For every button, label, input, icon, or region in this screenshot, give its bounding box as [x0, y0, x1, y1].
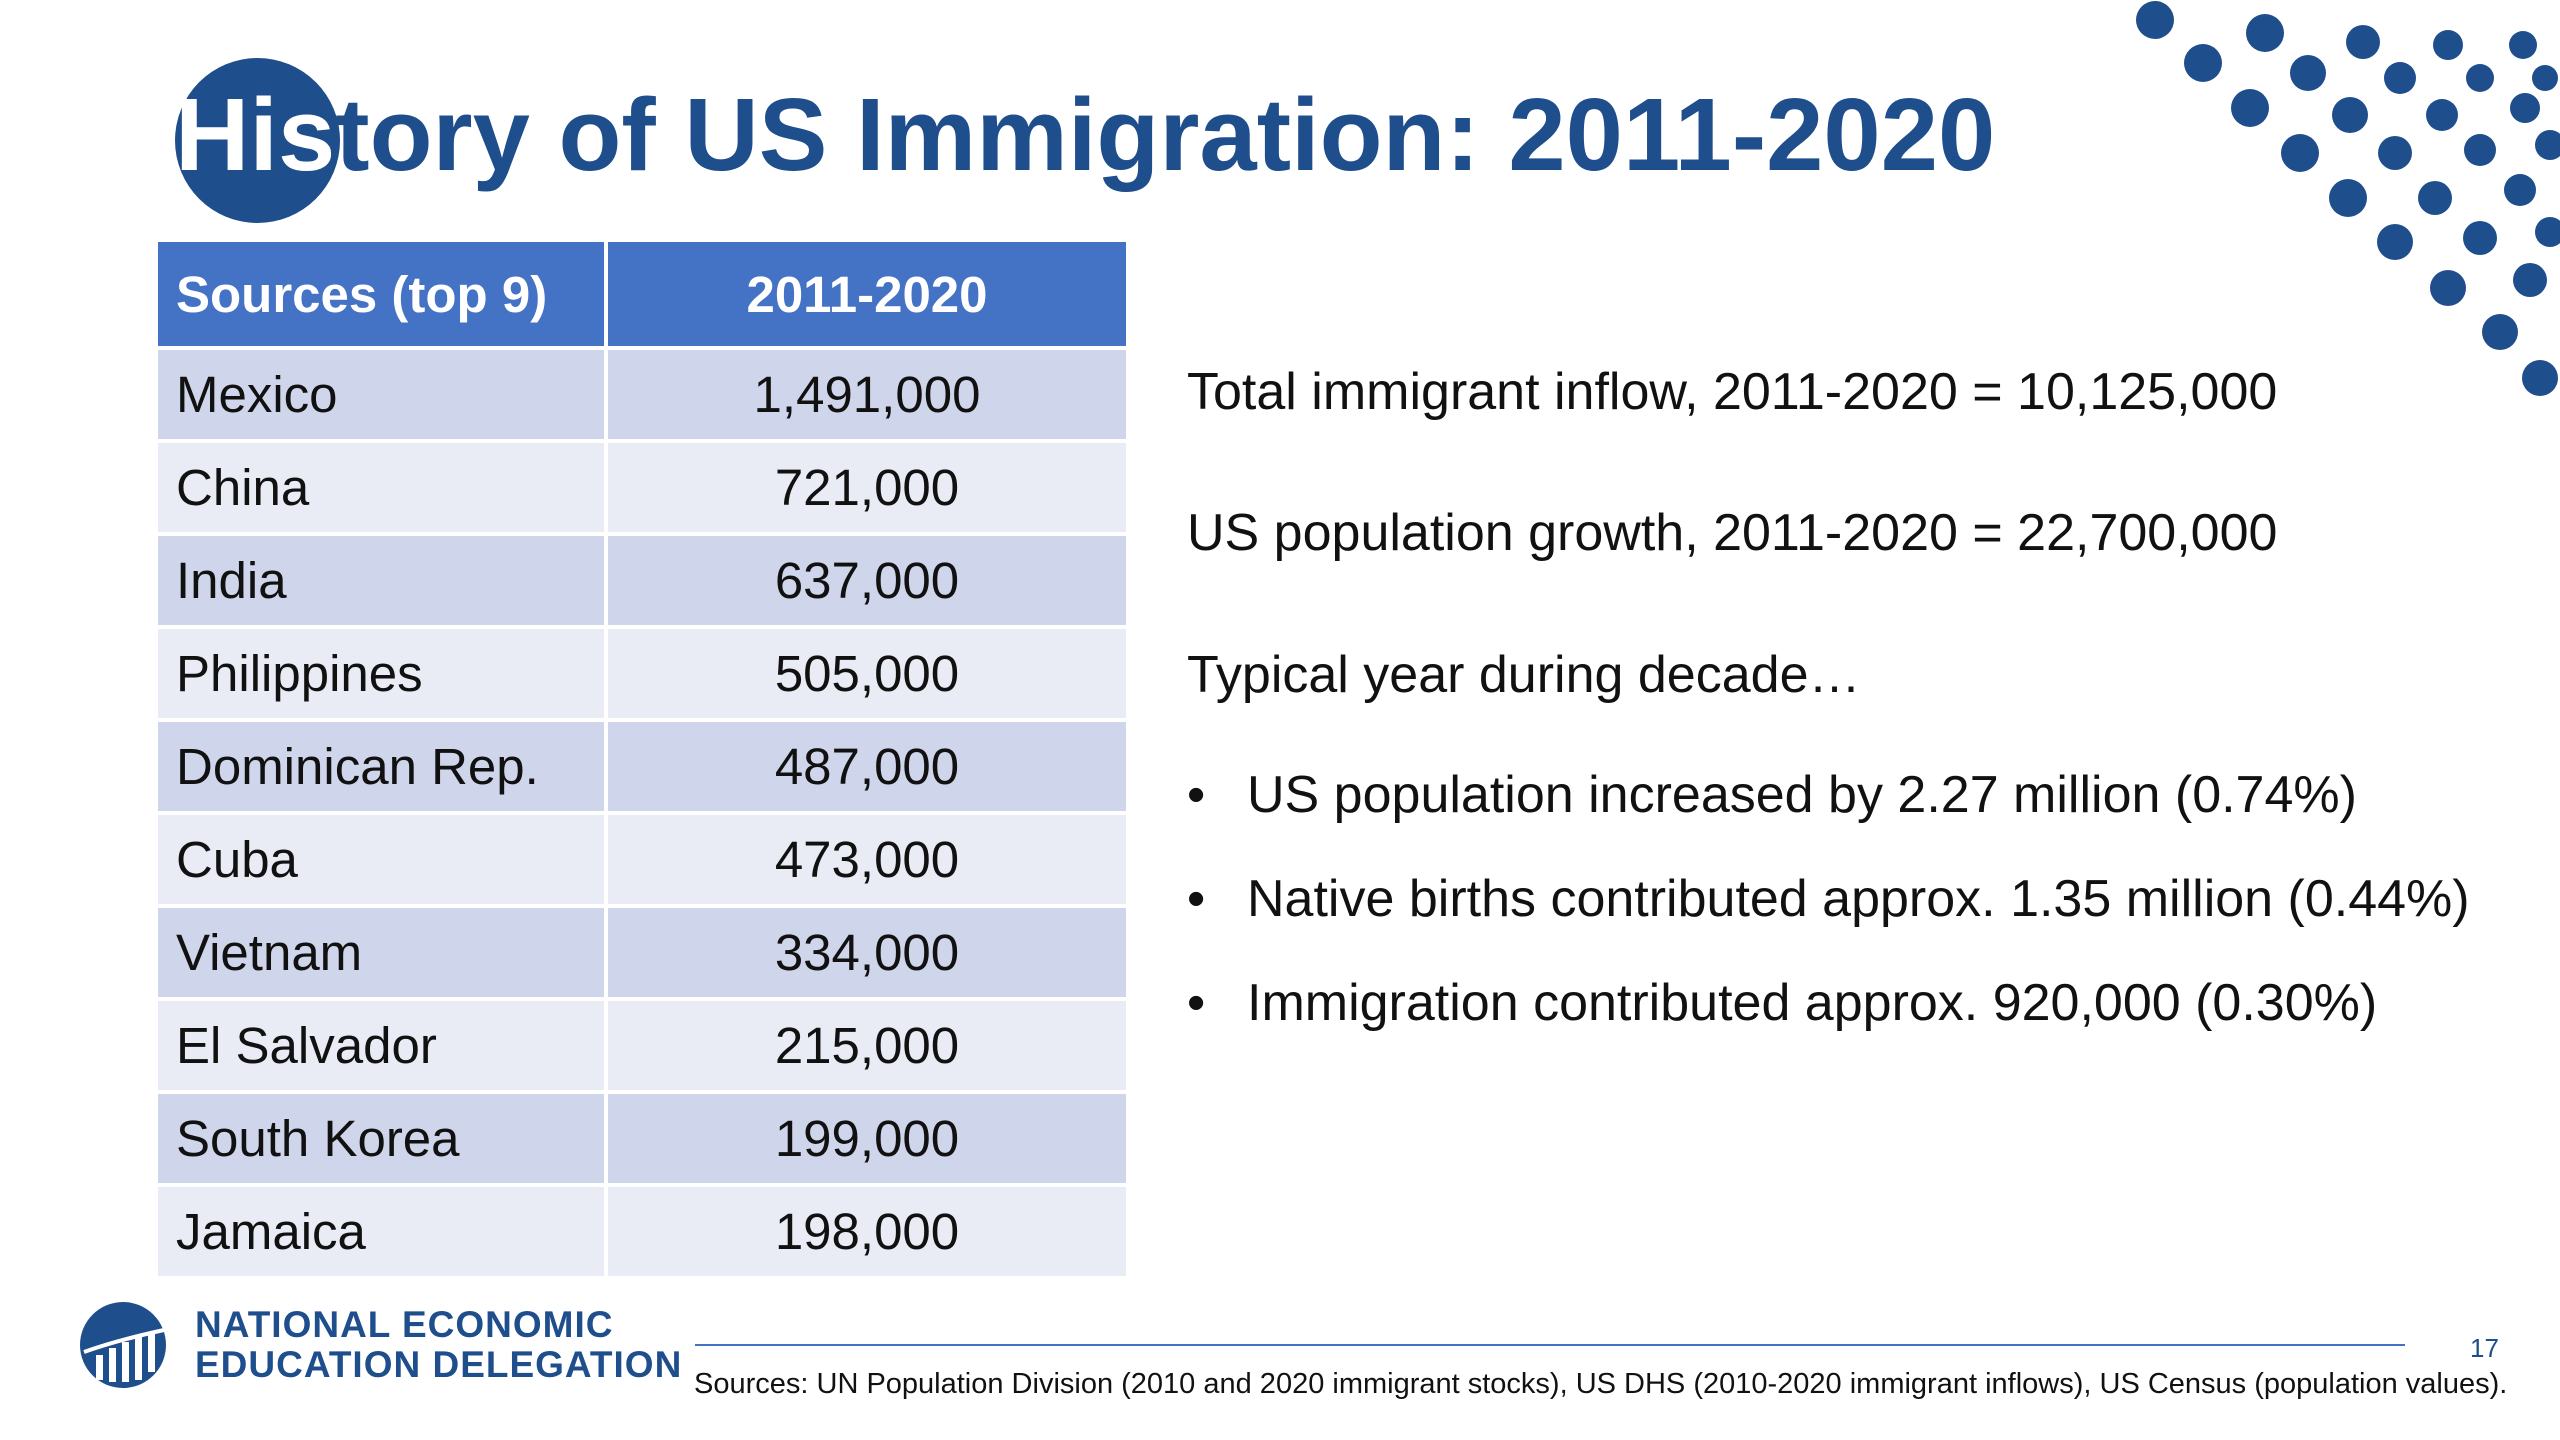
table-row: El Salvador 215,000	[158, 997, 1126, 1090]
table-row: Dominican Rep. 487,000	[158, 718, 1126, 811]
value-cell: 215,000	[604, 997, 1126, 1090]
table-header-row: Sources (top 9) 2011-2020	[158, 242, 1126, 346]
total-inflow-text: Total immigrant inflow, 2011-2020 = 10,1…	[1187, 363, 2278, 421]
bullet-item: • US population increased by 2.27 million…	[1187, 760, 2487, 830]
page-number: 17	[2470, 1333, 2499, 1363]
table-row: Jamaica 198,000	[158, 1183, 1126, 1276]
bullet-text: Immigration contributed approx. 920,000 …	[1247, 974, 2378, 1032]
typical-year-bullets: • US population increased by 2.27 million…	[1187, 760, 2487, 1072]
header-sources: Sources (top 9)	[158, 242, 604, 346]
table-row: Mexico 1,491,000	[158, 346, 1126, 439]
org-name: NATIONAL ECONOMIC EDUCATION DELEGATION	[195, 1305, 682, 1385]
country-cell: Mexico	[158, 346, 604, 439]
table-row: South Korea 199,000	[158, 1090, 1126, 1183]
country-cell: Dominican Rep.	[158, 718, 604, 811]
country-cell: India	[158, 532, 604, 625]
decorative-dots	[2136, 1, 2560, 396]
country-cell: Jamaica	[158, 1183, 604, 1276]
table-row: Vietnam 334,000	[158, 904, 1126, 997]
bullet-icon: •	[1187, 766, 1206, 824]
org-name-line1: NATIONAL ECONOMIC	[195, 1304, 614, 1345]
table-row: Philippines 505,000	[158, 625, 1126, 718]
population-growth-text: US population growth, 2011-2020 = 22,700…	[1187, 504, 2278, 562]
table-row: China 721,000	[158, 439, 1126, 532]
bullet-text: Native births contributed approx. 1.35 m…	[1247, 870, 2470, 928]
country-cell: Vietnam	[158, 904, 604, 997]
value-cell: 473,000	[604, 811, 1126, 904]
value-cell: 505,000	[604, 625, 1126, 718]
org-name-line2: EDUCATION DELEGATION	[195, 1344, 683, 1385]
country-cell: Cuba	[158, 811, 604, 904]
country-cell: Philippines	[158, 625, 604, 718]
title-rest: tory of US Immigration: 2011-2020	[335, 77, 1996, 192]
value-cell: 1,491,000	[604, 346, 1126, 439]
value-cell: 334,000	[604, 904, 1126, 997]
country-cell: South Korea	[158, 1090, 604, 1183]
value-cell: 637,000	[604, 532, 1126, 625]
table-row: India 637,000	[158, 532, 1126, 625]
country-cell: China	[158, 439, 604, 532]
bullet-icon: •	[1187, 974, 1206, 1032]
title-accent-circle	[175, 58, 340, 223]
page-title: History of US Immigration: 2011-2020	[175, 70, 1995, 200]
immigration-sources-table: Sources (top 9) 2011-2020 Mexico 1,491,0…	[158, 242, 1126, 1276]
bullet-icon: •	[1187, 870, 1206, 928]
bullet-item: • Immigration contributed approx. 920,000…	[1187, 968, 2487, 1038]
need-logo-icon	[80, 1302, 166, 1388]
value-cell: 487,000	[604, 718, 1126, 811]
typical-year-heading: Typical year during decade…	[1187, 646, 1861, 704]
value-cell: 721,000	[604, 439, 1126, 532]
table-row: Cuba 473,000	[158, 811, 1126, 904]
footer-divider	[695, 1344, 2405, 1346]
sources-note: Sources: UN Population Division (2010 an…	[694, 1368, 2508, 1400]
bullet-text: US population increased by 2.27 million …	[1247, 766, 2357, 824]
header-period: 2011-2020	[604, 242, 1126, 346]
value-cell: 198,000	[604, 1183, 1126, 1276]
value-cell: 199,000	[604, 1090, 1126, 1183]
bullet-item: • Native births contributed approx. 1.35 …	[1187, 864, 2487, 934]
title-first-letters: His	[175, 77, 336, 192]
country-cell: El Salvador	[158, 997, 604, 1090]
